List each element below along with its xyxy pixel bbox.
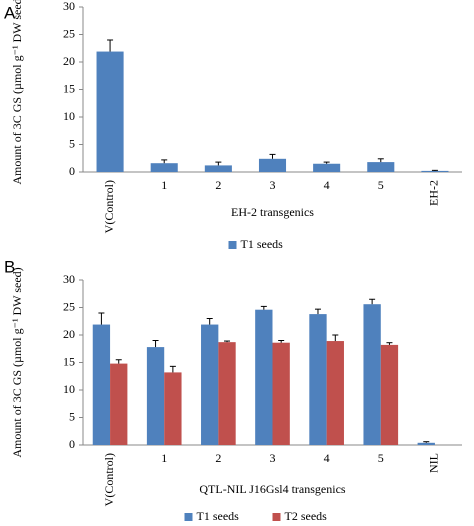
error-bar [386,342,393,345]
bar [96,51,124,172]
legend-label: T1 seeds [197,509,240,523]
bar [380,344,399,445]
bar [201,324,219,445]
bar [417,442,435,445]
bar [255,309,273,445]
legend-swatch [272,513,281,521]
x-tick-label: NIL [427,453,441,473]
error-bar [260,305,267,310]
y-axis-label: Amount of 3C GS (µmol g⁻¹ DW seed) [10,267,24,457]
x-tick-label: V(Control) [102,453,116,506]
y-tick-label: 20 [63,327,75,341]
legend-swatch [228,241,237,249]
x-tick-label: 1 [161,451,167,465]
bar [164,372,182,445]
bar [363,304,381,445]
bar [258,158,287,172]
x-tick-label: 3 [270,178,276,192]
bar [110,363,128,445]
legend-label: T1 seeds [241,237,284,251]
bar [218,342,236,445]
error-bar [377,158,384,163]
error-bar [98,312,105,325]
y-tick-label: 25 [63,26,75,40]
y-tick-label: 0 [69,164,75,178]
x-tick-label: EH-2 [427,180,441,206]
error-bar [269,153,276,159]
y-tick-label: 10 [63,109,75,123]
error-bar [115,359,122,364]
error-bar [431,169,438,171]
error-bar [332,334,339,342]
y-tick-label: 5 [69,136,75,150]
error-bar [423,441,430,443]
error-bar [107,39,114,52]
y-tick-label: 25 [63,299,75,313]
x-tick-label: 3 [270,451,276,465]
error-bar [224,340,231,343]
error-bar [206,318,213,325]
legend-swatch [184,513,193,521]
legend-label: T2 seeds [285,509,328,523]
bar [421,170,449,172]
panel-label: A [4,3,16,22]
bar [326,341,344,445]
y-tick-label: 5 [69,409,75,423]
error-bar [314,308,321,315]
error-bar [161,159,168,164]
y-tick-label: 30 [63,0,75,13]
x-tick-label: 2 [215,178,221,192]
x-tick-label: 5 [378,451,384,465]
x-axis-label: EH-2 transgenics [231,205,314,219]
error-bar [169,365,176,373]
bar [92,324,111,445]
y-tick-label: 0 [69,437,75,451]
bar [204,165,232,172]
x-axis-label: QTL-NIL J16Gsl4 transgenics [199,482,346,496]
x-tick-label: 5 [378,178,384,192]
y-tick-label: 30 [63,272,75,286]
bar [309,314,327,445]
error-bar [215,161,222,166]
y-tick-label: 15 [63,354,75,368]
error-bar [152,340,159,348]
error-bar [323,161,330,164]
error-bar [369,298,376,305]
y-axis-label: Amount of 3C GS (µmol g⁻¹ DW seed) [10,0,24,185]
bar [272,342,290,445]
y-tick-label: 10 [63,382,75,396]
x-tick-label: 4 [324,451,330,465]
bar [146,347,165,445]
x-tick-label: 2 [215,451,221,465]
bar [313,163,341,172]
y-tick-label: 15 [63,81,75,95]
error-bar [278,340,285,343]
x-tick-label: V(Control) [102,180,116,233]
bar [367,162,395,172]
bar [150,163,178,172]
x-tick-label: 1 [161,178,167,192]
x-tick-label: 4 [324,178,330,192]
y-tick-label: 20 [63,54,75,68]
panel-label: B [4,257,15,276]
